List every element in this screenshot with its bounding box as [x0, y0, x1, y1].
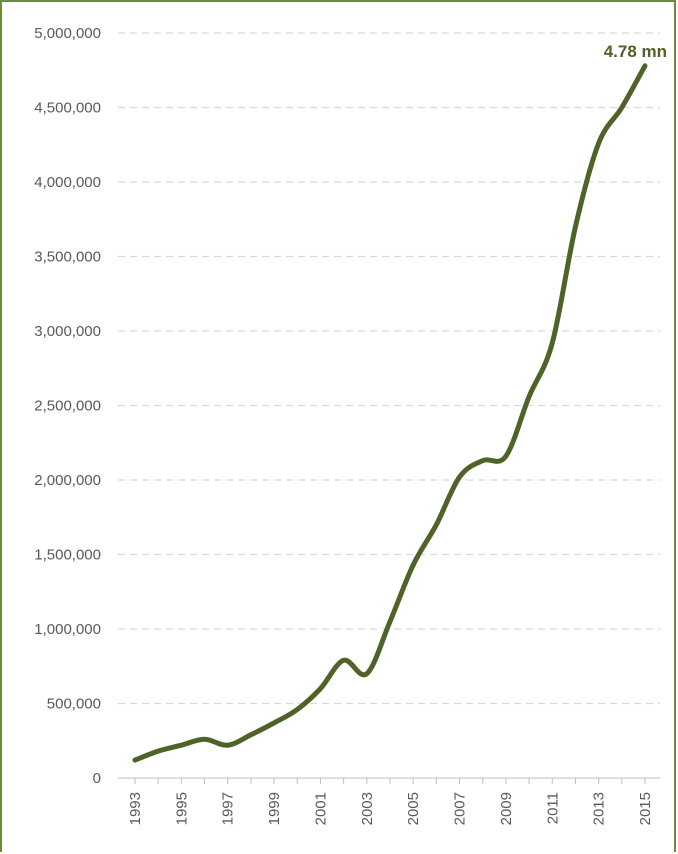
series-line: [132, 63, 648, 763]
x-tick-label: 2013: [591, 792, 608, 825]
x-tick-label: 2009: [498, 792, 515, 825]
y-tick-label: 5,000,000: [34, 25, 101, 42]
x-tick-label: 2001: [312, 792, 329, 825]
y-tick-label: 0: [93, 770, 101, 787]
y-tick-label: 1,500,000: [34, 547, 101, 564]
x-tick-label: 2005: [405, 792, 422, 825]
x-tick-label: 2015: [637, 792, 654, 825]
x-tick-label: 1997: [220, 792, 237, 825]
y-axis: 0 500,000 1,000,000 1,500,000 2,000,000 2,500…: [34, 25, 101, 787]
y-tick-label: 2,000,000: [34, 472, 101, 489]
y-tick-label: 1,000,000: [34, 621, 101, 638]
gridlines: [118, 32, 660, 705]
y-tick-label: 4,500,000: [34, 100, 101, 117]
x-tick-label: 1995: [173, 792, 190, 825]
series-layer: [132, 63, 648, 763]
y-tick-label: 500,000: [47, 696, 101, 713]
y-tick-label: 3,500,000: [34, 249, 101, 266]
x-tick-label: 2003: [359, 792, 376, 825]
last-value-annotation: 4.78 mn: [604, 42, 667, 61]
x-tick-label: 2011: [544, 792, 561, 824]
x-axis: 1993 1995 1997 1999 2001 2003 2005 2007 2009 2011…: [118, 777, 660, 825]
y-tick-label: 2,500,000: [34, 398, 101, 415]
y-tick-label: 3,000,000: [34, 323, 101, 340]
y-tick-label: 4,000,000: [34, 174, 101, 191]
x-tick-label: 1999: [266, 792, 283, 825]
x-tick-label: 2007: [452, 792, 469, 825]
x-tick-label: 1993: [127, 792, 144, 825]
